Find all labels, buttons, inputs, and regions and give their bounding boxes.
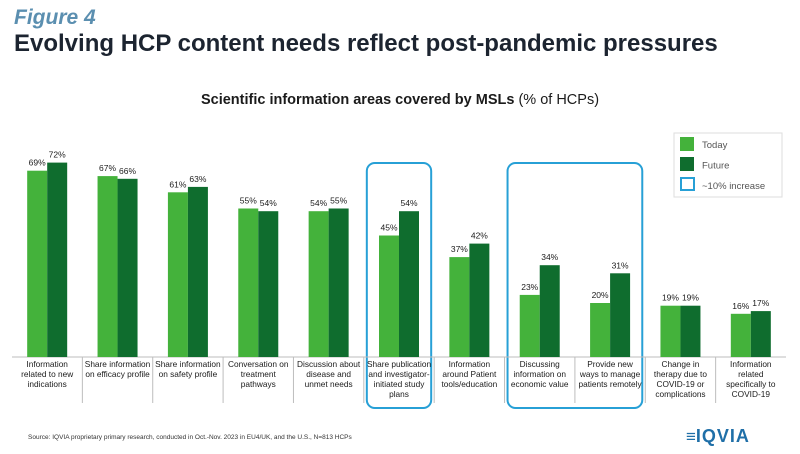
bar-today <box>308 211 329 357</box>
data-label-today: 19% <box>662 293 679 303</box>
bar-future <box>750 311 771 357</box>
category-label: specifically to <box>726 379 776 389</box>
category-label: treatment <box>241 369 277 379</box>
category-label: related <box>738 369 764 379</box>
category-label: complications <box>655 389 705 399</box>
category-label: Share publication <box>367 359 432 369</box>
data-label-future: 31% <box>612 260 629 270</box>
logo-text: IQVIA <box>695 426 750 446</box>
figure-label: Figure 4 <box>14 6 96 29</box>
category-label: Change in <box>662 359 700 369</box>
data-label-future: 54% <box>260 198 277 208</box>
highlight-box-2 <box>506 162 644 409</box>
category-label: and investigator- <box>368 369 430 379</box>
category-label: indications <box>28 379 67 389</box>
category-label: patients remotely <box>578 379 642 389</box>
category-label: Information <box>730 359 772 369</box>
category-label: Information <box>26 359 68 369</box>
data-label-future: 55% <box>330 196 347 206</box>
category-label: economic value <box>511 379 569 389</box>
bar-future <box>469 243 490 357</box>
chart-title-main: Scientific information areas covered by … <box>200 92 515 108</box>
data-label-today: 20% <box>592 290 609 300</box>
bar-today <box>167 192 188 357</box>
bar-future <box>47 162 68 357</box>
bar-today <box>27 170 48 357</box>
iqvia-logo: ≡IQVIA <box>686 426 750 447</box>
bar-future <box>258 211 279 357</box>
bar-future <box>187 186 208 357</box>
category-label: Share information <box>155 359 221 369</box>
category-label: pathways <box>241 379 276 389</box>
legend-label: Today <box>702 140 728 151</box>
logo-bars-icon: ≡ <box>686 427 696 446</box>
data-label-today: 37% <box>451 244 468 254</box>
bar-today <box>379 235 399 357</box>
data-label-future: 19% <box>682 293 699 303</box>
chart-title: Scientific information areas covered by … <box>0 92 800 108</box>
category-label: Discussing <box>520 359 561 369</box>
bar-today <box>590 303 611 357</box>
category-label: Discussion about <box>297 359 361 369</box>
bar-today <box>97 176 118 357</box>
category-label: therapy due to <box>654 369 707 379</box>
bar-today <box>449 257 470 357</box>
category-label: tools/education <box>441 379 497 389</box>
data-label-today: 23% <box>521 282 538 292</box>
category-label: COVID-19 <box>732 389 771 399</box>
data-label-future: 63% <box>189 174 206 184</box>
bar-today <box>519 294 540 357</box>
highlight-box-1 <box>365 162 433 409</box>
bar-future <box>399 211 419 357</box>
data-label-today: 16% <box>732 301 749 311</box>
bar-future <box>117 178 138 357</box>
legend-swatch-increase <box>680 177 695 191</box>
data-label-today: 54% <box>310 198 327 208</box>
data-label-future: 17% <box>752 298 769 308</box>
data-label-today: 61% <box>169 179 186 189</box>
legend-swatch-today <box>680 137 694 151</box>
category-label: related to new <box>21 369 74 379</box>
data-label-future: 72% <box>49 150 66 160</box>
bar-future <box>328 208 349 357</box>
category-label: Conversation on <box>228 359 289 369</box>
data-label-future: 66% <box>119 166 136 176</box>
category-label: on efficacy profile <box>85 369 150 379</box>
bar-today <box>730 313 751 357</box>
legend-label: ~10% increase <box>702 181 765 192</box>
category-label: initiated study <box>374 379 426 389</box>
category-label: Share information <box>85 359 151 369</box>
chart-title-unit: (% of HCPs) <box>514 92 600 108</box>
source-note: Source: IQVIA proprietary primary resear… <box>28 434 352 441</box>
page-title: Evolving HCP content needs reflect post-… <box>14 30 718 57</box>
data-label-today: 67% <box>99 163 116 173</box>
category-label: unmet needs <box>305 379 353 389</box>
category-label: COVID-19 or <box>656 379 704 389</box>
category-label: plans <box>389 389 409 399</box>
category-label: ways to manage <box>579 369 641 379</box>
bar-future <box>610 273 631 357</box>
legend-swatch-future <box>680 157 694 171</box>
legend-label: Future <box>702 161 729 172</box>
category-label: Information <box>449 359 491 369</box>
bar-today <box>660 305 681 357</box>
category-label: around Patient <box>442 369 497 379</box>
data-label-future: 42% <box>471 231 488 241</box>
category-label: Provide new <box>587 359 634 369</box>
bar-future <box>680 305 701 357</box>
bar-today <box>238 208 259 357</box>
category-label: information on <box>513 369 566 379</box>
category-label: disease and <box>306 369 351 379</box>
data-label-today: 55% <box>240 196 257 206</box>
data-label-future: 54% <box>400 198 417 208</box>
data-label-today: 69% <box>29 158 46 168</box>
category-label: on safety profile <box>159 369 218 379</box>
data-label-today: 45% <box>380 223 397 233</box>
bar-future <box>539 265 560 357</box>
data-label-future: 34% <box>541 252 558 262</box>
